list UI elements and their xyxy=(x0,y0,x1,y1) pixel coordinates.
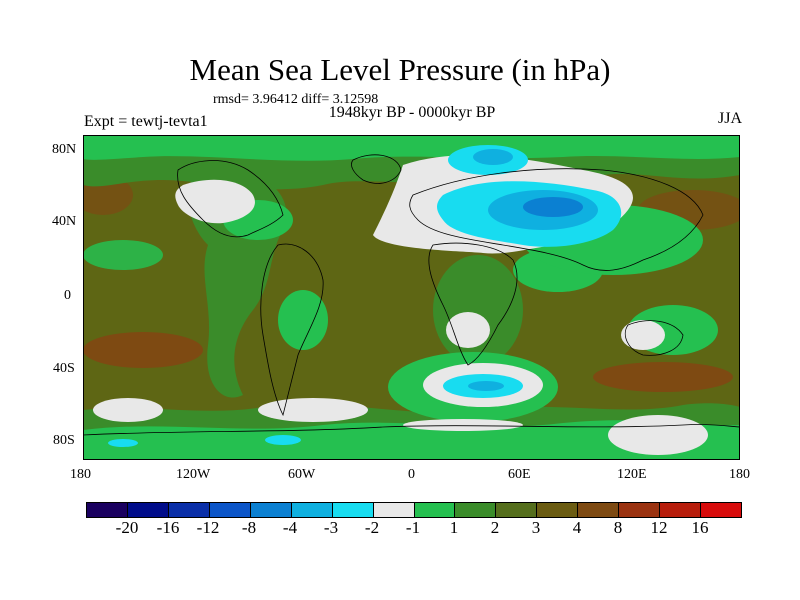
lat-label-80s: 80S xyxy=(53,433,75,448)
experiment-label: Expt = tewtj-tevta1 xyxy=(84,113,208,130)
coast-antarctica xyxy=(83,424,740,436)
white-zone-antarctica-lon0 xyxy=(403,419,523,431)
colorbar-label: 4 xyxy=(572,518,582,537)
colorbar-label: -8 xyxy=(241,518,257,537)
lon-label-180-right: 180 xyxy=(729,467,750,482)
colorbar-swatch xyxy=(537,503,579,517)
white-zone-australia xyxy=(621,320,665,350)
rmsd-diff-stats: rmsd= 3.96412 diff= 3.12598 xyxy=(213,92,379,107)
colorbar-swatch xyxy=(373,503,415,517)
colorbar-swatch xyxy=(209,503,251,517)
green-patch-africa xyxy=(433,255,523,365)
colorbar-swatch xyxy=(168,503,210,517)
white-zone-south-pacific-west xyxy=(93,398,163,422)
white-zone-antarctica-east xyxy=(608,415,708,455)
colorbar-swatch xyxy=(701,503,741,517)
sky-zone-south-atlantic xyxy=(468,381,504,391)
lat-label-80n: 80N xyxy=(52,142,77,157)
colorbar-swatch xyxy=(619,503,661,517)
lon-label-180-left: 180 xyxy=(70,467,91,482)
colorbar-label: 16 xyxy=(691,518,709,537)
colorbar-label: -20 xyxy=(115,518,139,537)
lat-label-40n: 40N xyxy=(52,214,77,229)
colorbar-swatch xyxy=(578,503,620,517)
lightgreen-pacific xyxy=(83,240,163,270)
coast-greenland xyxy=(351,154,402,184)
white-zone-southern-africa xyxy=(446,312,490,348)
pressure-anomaly-map xyxy=(83,135,740,460)
green-band-arctic xyxy=(83,135,740,161)
blue-zone-central-asia xyxy=(523,197,583,217)
lat-label-0: 0 xyxy=(64,288,71,303)
colorbar-label: -12 xyxy=(196,518,220,537)
coast-south-america xyxy=(260,243,324,417)
chart-title: Mean Sea Level Pressure (in hPa) xyxy=(189,52,611,87)
colorbar-swatch xyxy=(87,503,128,517)
lon-label-0: 0 xyxy=(408,467,415,482)
colorbar-label: 12 xyxy=(650,518,668,537)
coast-eurasia xyxy=(409,168,704,271)
colorbar-label: -2 xyxy=(364,518,380,537)
brown-zone-south-pacific xyxy=(83,332,203,368)
sky-zone-arctic xyxy=(473,149,513,165)
colorbar-swatch xyxy=(455,503,497,517)
colorbar-label: -16 xyxy=(156,518,180,537)
season-label: JJA xyxy=(718,110,743,127)
time-period: 1948kyr BP - 0000kyr BP xyxy=(328,104,496,121)
colorbar-swatch xyxy=(250,503,292,517)
cyan-zone-south-pacific xyxy=(265,435,301,445)
lon-label-60e: 60E xyxy=(508,467,531,482)
colorbar-swatch xyxy=(414,503,456,517)
coast-africa xyxy=(428,242,518,366)
coast-australia xyxy=(624,320,684,356)
lon-label-120e: 120E xyxy=(617,467,647,482)
colorbar-label: -1 xyxy=(405,518,421,537)
colorbar-swatch xyxy=(660,503,702,517)
colorbar-label: 2 xyxy=(490,518,500,537)
lon-label-120w: 120W xyxy=(176,467,211,482)
cyan-zone-antarctic-west xyxy=(108,439,138,447)
colorbar-swatch xyxy=(291,503,333,517)
colorbar-label: 3 xyxy=(531,518,541,537)
brown-zone-indian-ocean xyxy=(593,362,733,392)
colorbar-label: -4 xyxy=(282,518,298,537)
coast-north-america xyxy=(177,160,284,238)
colorbar-swatch xyxy=(332,503,374,517)
white-zone-south-pacific xyxy=(258,398,368,422)
colorbar-label: -3 xyxy=(323,518,339,537)
colorbar-swatch xyxy=(496,503,538,517)
colorbar-label: 8 xyxy=(613,518,623,537)
colorbar-swatch xyxy=(127,503,169,517)
lightgreen-band-south xyxy=(83,420,740,460)
colorbar xyxy=(86,502,742,518)
lightgreen-south-america xyxy=(278,290,328,350)
lat-label-40s: 40S xyxy=(53,361,75,376)
colorbar-label: 1 xyxy=(449,518,459,537)
map-frame xyxy=(83,135,740,460)
lon-label-60w: 60W xyxy=(288,467,316,482)
